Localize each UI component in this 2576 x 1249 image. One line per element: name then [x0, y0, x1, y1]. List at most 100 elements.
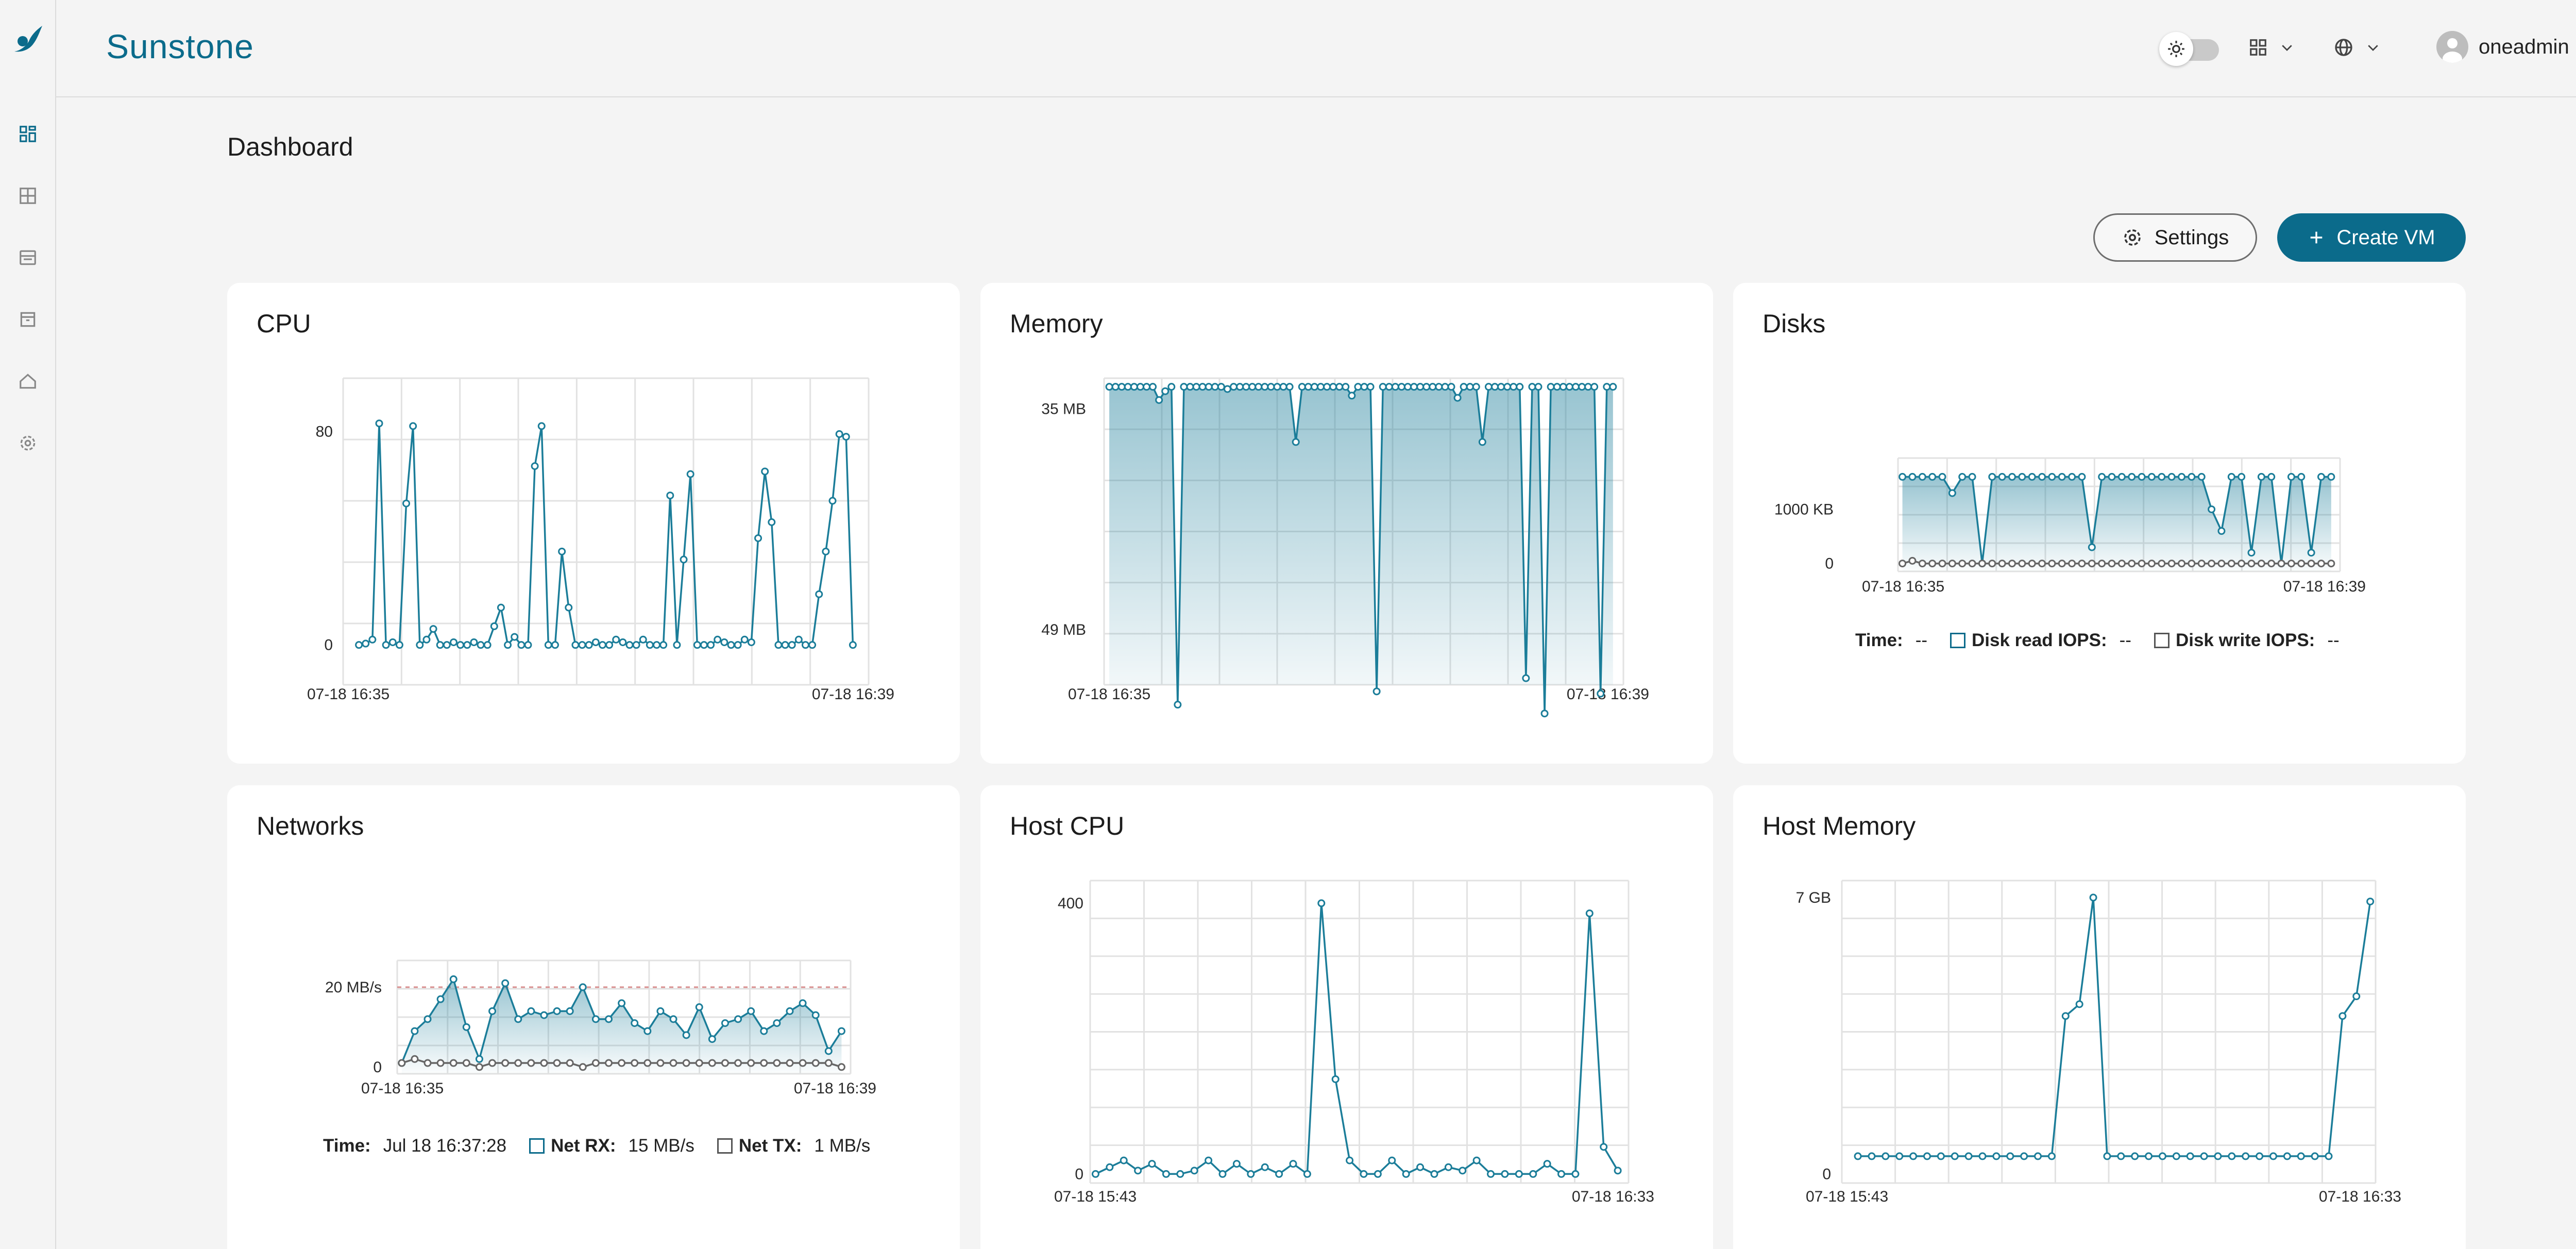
language-switcher-button[interactable] — [2333, 31, 2390, 64]
data-point — [2108, 560, 2116, 568]
data-point — [423, 1015, 432, 1023]
data-point — [1391, 383, 1399, 391]
data-point — [514, 1059, 522, 1067]
data-point — [477, 641, 485, 649]
data-point — [551, 641, 559, 649]
data-point — [411, 1055, 419, 1063]
data-point — [2128, 560, 2136, 568]
data-point — [708, 1059, 716, 1067]
page-title: Dashboard — [227, 132, 353, 161]
data-point — [449, 975, 457, 983]
chevron-down-icon — [2368, 45, 2378, 51]
opennebula-logo-icon[interactable] — [10, 21, 46, 57]
data-point — [1298, 383, 1306, 391]
data-point — [544, 641, 552, 649]
sidebar-item-instances[interactable] — [14, 182, 41, 209]
data-point — [2287, 560, 2295, 568]
data-point — [1218, 1170, 1227, 1178]
legend-rx-swatch[interactable] — [529, 1138, 545, 1154]
data-point — [1273, 383, 1281, 391]
data-point — [511, 633, 519, 641]
data-point — [618, 1059, 626, 1067]
data-point — [2088, 543, 2096, 551]
instances-icon — [20, 188, 36, 204]
data-point — [1614, 1167, 1622, 1175]
data-point — [2078, 560, 2086, 568]
view-switcher-button[interactable] — [2248, 31, 2305, 64]
data-point — [1143, 383, 1151, 391]
data-point — [824, 1047, 833, 1055]
data-point — [2061, 1012, 2070, 1020]
data-point — [760, 1027, 768, 1035]
data-point — [504, 641, 512, 649]
data-point — [1868, 1152, 1876, 1160]
data-point — [1397, 383, 1405, 391]
legend-time-label: Time: — [323, 1136, 371, 1156]
cpu-chart: 0 80 07-18 16:35 07-18 16:39 — [307, 377, 894, 703]
x-tick-label: 07-18 15:43 — [1806, 1188, 1888, 1205]
data-point — [1918, 560, 1926, 568]
data-point — [2147, 472, 2156, 481]
y-tick-label: 20 MB/s — [325, 979, 382, 996]
legend-rx-value: 15 MB/s — [628, 1136, 694, 1156]
data-point — [436, 641, 444, 649]
data-point — [514, 1015, 522, 1023]
theme-toggle[interactable] — [2159, 28, 2223, 66]
data-point — [2047, 1152, 2056, 1160]
x-tick-label: 07-18 16:39 — [812, 686, 894, 703]
settings-button[interactable]: Settings — [2093, 213, 2257, 262]
data-point — [2167, 560, 2176, 568]
memory-card: 49 MB 35 MB 07-18 16:35 07-18 16:39 Memory — [980, 283, 1713, 764]
data-point — [1964, 1152, 1973, 1160]
y-tick-label: 49 MB — [1041, 621, 1086, 638]
data-point — [1578, 383, 1586, 391]
data-point — [659, 641, 668, 649]
data-point — [1895, 1152, 1904, 1160]
data-point — [1134, 1167, 1142, 1175]
data-point — [2228, 1152, 2236, 1160]
disks-chart: 0 1000 KB 07-18 16:35 07-18 16:39 — [1774, 457, 2366, 595]
globe-icon — [2335, 39, 2352, 56]
data-point — [591, 638, 600, 646]
data-point — [501, 1059, 510, 1067]
data-point — [605, 641, 614, 649]
app-brand[interactable]: Sunstone — [106, 27, 254, 65]
legend-read-swatch[interactable] — [1950, 633, 1966, 648]
data-point — [1441, 383, 1449, 391]
data-point — [837, 1027, 845, 1035]
sidebar-item-infrastructure[interactable] — [14, 368, 41, 395]
data-point — [1346, 1156, 1354, 1164]
data-point — [579, 983, 587, 991]
data-point — [2158, 472, 2166, 481]
data-point — [1553, 383, 1561, 391]
data-point — [488, 1007, 497, 1015]
data-point — [1490, 383, 1499, 391]
data-point — [2297, 472, 2306, 481]
y-tick-label: 0 — [1822, 1166, 1831, 1183]
data-point — [1998, 560, 2006, 568]
data-point — [721, 1019, 729, 1027]
data-point — [443, 641, 451, 649]
data-point — [1198, 383, 1207, 391]
legend-write-swatch[interactable] — [2154, 633, 2170, 648]
sidebar-item-storage[interactable] — [14, 244, 41, 271]
data-point — [1111, 383, 1120, 391]
data-point — [1323, 383, 1331, 391]
data-point — [747, 638, 755, 646]
data-point — [2158, 1152, 2166, 1160]
data-point — [1205, 383, 1213, 391]
data-point — [537, 422, 546, 430]
data-point — [449, 1059, 457, 1067]
create-vm-button[interactable]: Create VM — [2277, 213, 2466, 262]
sidebar-item-dashboard[interactable] — [14, 121, 41, 147]
legend-tx-swatch[interactable] — [717, 1138, 733, 1154]
y-tick-label: 0 — [1825, 555, 1834, 572]
data-point — [1360, 1170, 1368, 1178]
networks-chart: 0 20 MB/s 07-18 16:35 07-18 16:39 — [325, 959, 876, 1097]
user-menu-button[interactable]: oneadmin — [2436, 29, 2576, 65]
data-point — [2325, 1152, 2333, 1160]
data-point — [2247, 560, 2256, 568]
sidebar-item-settings[interactable] — [14, 430, 41, 457]
dashboard-icon — [20, 126, 36, 142]
sidebar-item-templates[interactable] — [14, 306, 41, 333]
